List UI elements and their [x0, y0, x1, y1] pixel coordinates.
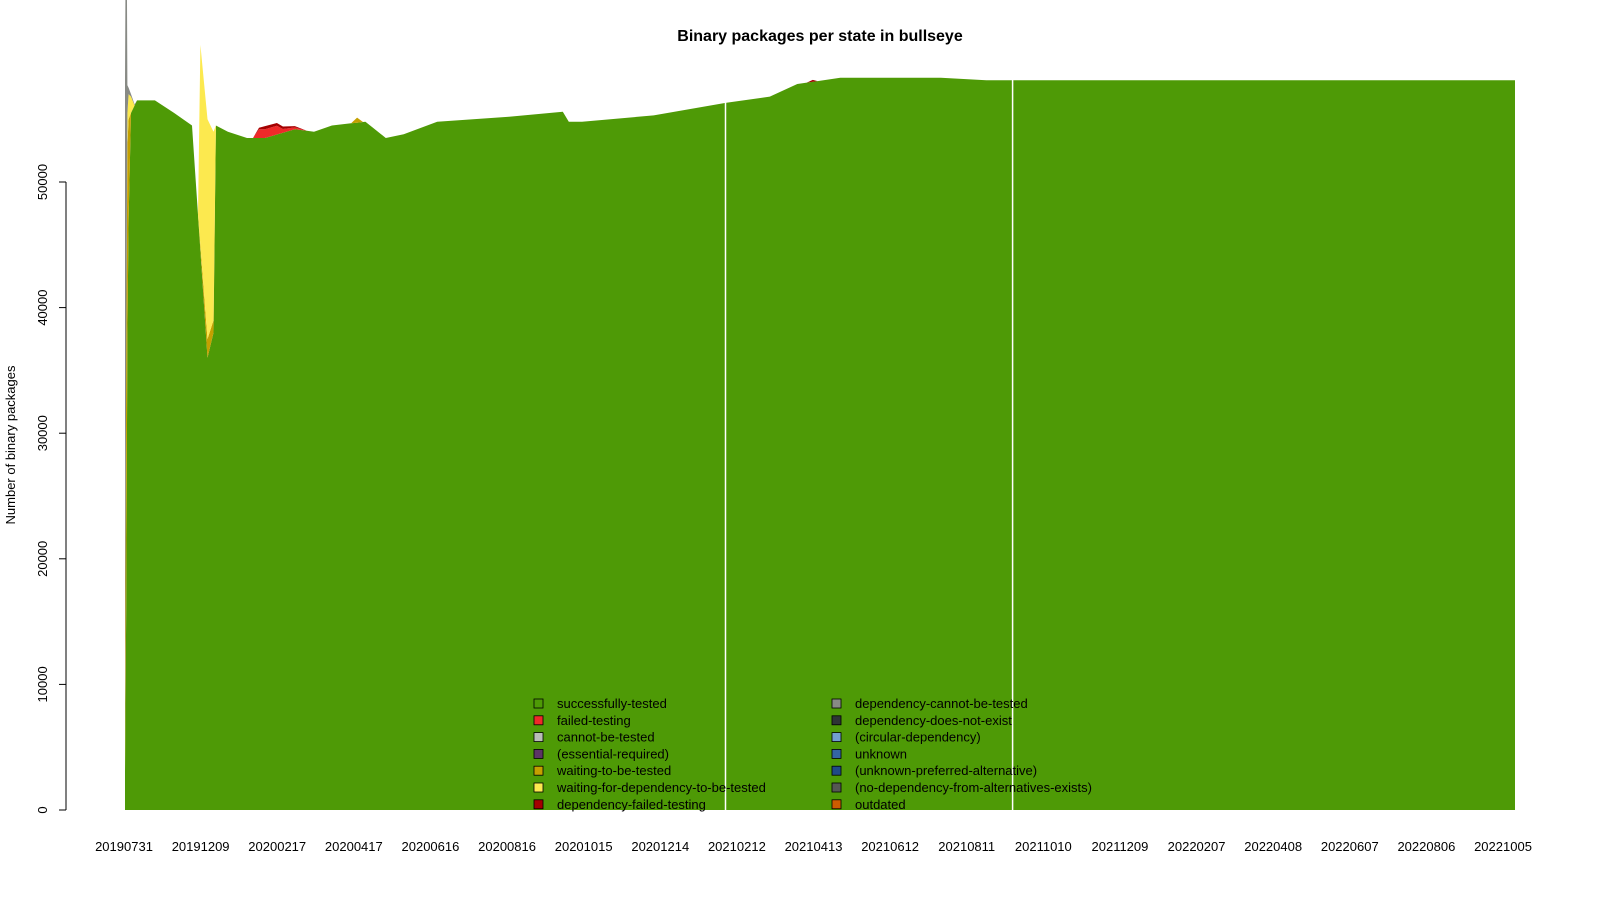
- x-tick-label: 20201214: [631, 839, 689, 854]
- legend-swatch: [533, 715, 544, 726]
- y-tick-label: 30000: [35, 415, 50, 451]
- x-tick-label: 20220207: [1168, 839, 1226, 854]
- legend-label: cannot-be-tested: [557, 730, 655, 745]
- x-tick-label: 20200417: [325, 839, 383, 854]
- legend-swatch: [831, 698, 842, 709]
- legend-label: (circular-dependency): [855, 730, 981, 745]
- x-tick-label: 20200616: [402, 839, 460, 854]
- y-tick-label: 10000: [35, 666, 50, 702]
- y-tick-label: 20000: [35, 541, 50, 577]
- legend-swatch: [533, 765, 544, 776]
- x-axis: 20190731 20191209 20200217 20200417 20200616…: [95, 839, 1532, 854]
- legend-label: unknown: [855, 746, 907, 761]
- x-tick-label: 20200217: [248, 839, 306, 854]
- x-tick-label: 20210612: [861, 839, 919, 854]
- y-tick-label: 40000: [35, 290, 50, 326]
- legend-swatch: [831, 715, 842, 726]
- x-tick-label: 20210811: [938, 839, 995, 854]
- legend-label: outdated: [855, 797, 906, 812]
- x-tick-label: 20191209: [172, 839, 230, 854]
- legend-swatch: [533, 732, 544, 742]
- legend-label: dependency-cannot-be-tested: [855, 696, 1028, 711]
- y-tick-label: 0: [35, 806, 50, 813]
- legend-label: (essential-required): [557, 746, 669, 761]
- x-tick-label: 20190731: [95, 839, 153, 854]
- y-tick-label: 50000: [35, 164, 50, 200]
- legend-swatch: [831, 799, 842, 810]
- legend-label: waiting-for-dependency-to-be-tested: [556, 780, 766, 795]
- x-tick-label: 20210413: [785, 839, 843, 854]
- legend-swatch: [533, 749, 544, 759]
- legend-swatch: [831, 765, 842, 776]
- legend-swatch: [831, 732, 842, 742]
- x-tick-label: 20201015: [555, 839, 613, 854]
- legend: successfully-tested failed-testing cannot-…: [533, 696, 1092, 812]
- x-tick-label: 20200816: [478, 839, 536, 854]
- x-tick-label: 20220408: [1244, 839, 1302, 854]
- area-successfully-tested: [125, 77, 1515, 811]
- x-tick-label: 20220806: [1397, 839, 1455, 854]
- legend-swatch: [831, 749, 842, 759]
- x-tick-label: 20211010: [1015, 839, 1072, 854]
- x-tick-label: 20220607: [1321, 839, 1379, 854]
- plot-area: [125, 0, 1515, 811]
- y-axis: 0 10000 20000 30000 40000 50000: [35, 164, 67, 814]
- x-tick-label: 20210212: [708, 839, 766, 854]
- legend-label: (unknown-preferred-alternative): [855, 763, 1037, 778]
- legend-label: failed-testing: [557, 713, 631, 728]
- chart-title: Binary packages per state in bullseye: [677, 28, 963, 45]
- legend-swatch: [533, 799, 544, 810]
- legend-label: (no-dependency-from-alternatives-exists): [855, 780, 1092, 795]
- legend-label: dependency-does-not-exist: [855, 713, 1012, 728]
- legend-label: dependency-failed-testing: [557, 797, 706, 812]
- legend-swatch: [831, 782, 842, 793]
- x-tick-label: 20221005: [1474, 839, 1532, 854]
- legend-label: successfully-tested: [557, 696, 667, 711]
- legend-swatch: [533, 782, 544, 793]
- legend-swatch: [533, 698, 544, 709]
- y-axis-label: Number of binary packages: [3, 365, 18, 524]
- legend-label: waiting-to-be-tested: [556, 763, 671, 778]
- x-tick-label: 20211209: [1092, 839, 1149, 854]
